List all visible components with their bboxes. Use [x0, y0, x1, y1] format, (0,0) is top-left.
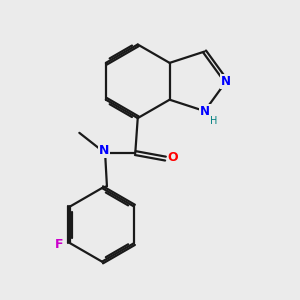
Text: H: H	[210, 116, 217, 126]
Text: N: N	[200, 105, 210, 118]
Text: F: F	[55, 238, 64, 251]
Text: O: O	[167, 151, 178, 164]
Text: N: N	[221, 75, 231, 88]
Text: N: N	[99, 144, 109, 157]
